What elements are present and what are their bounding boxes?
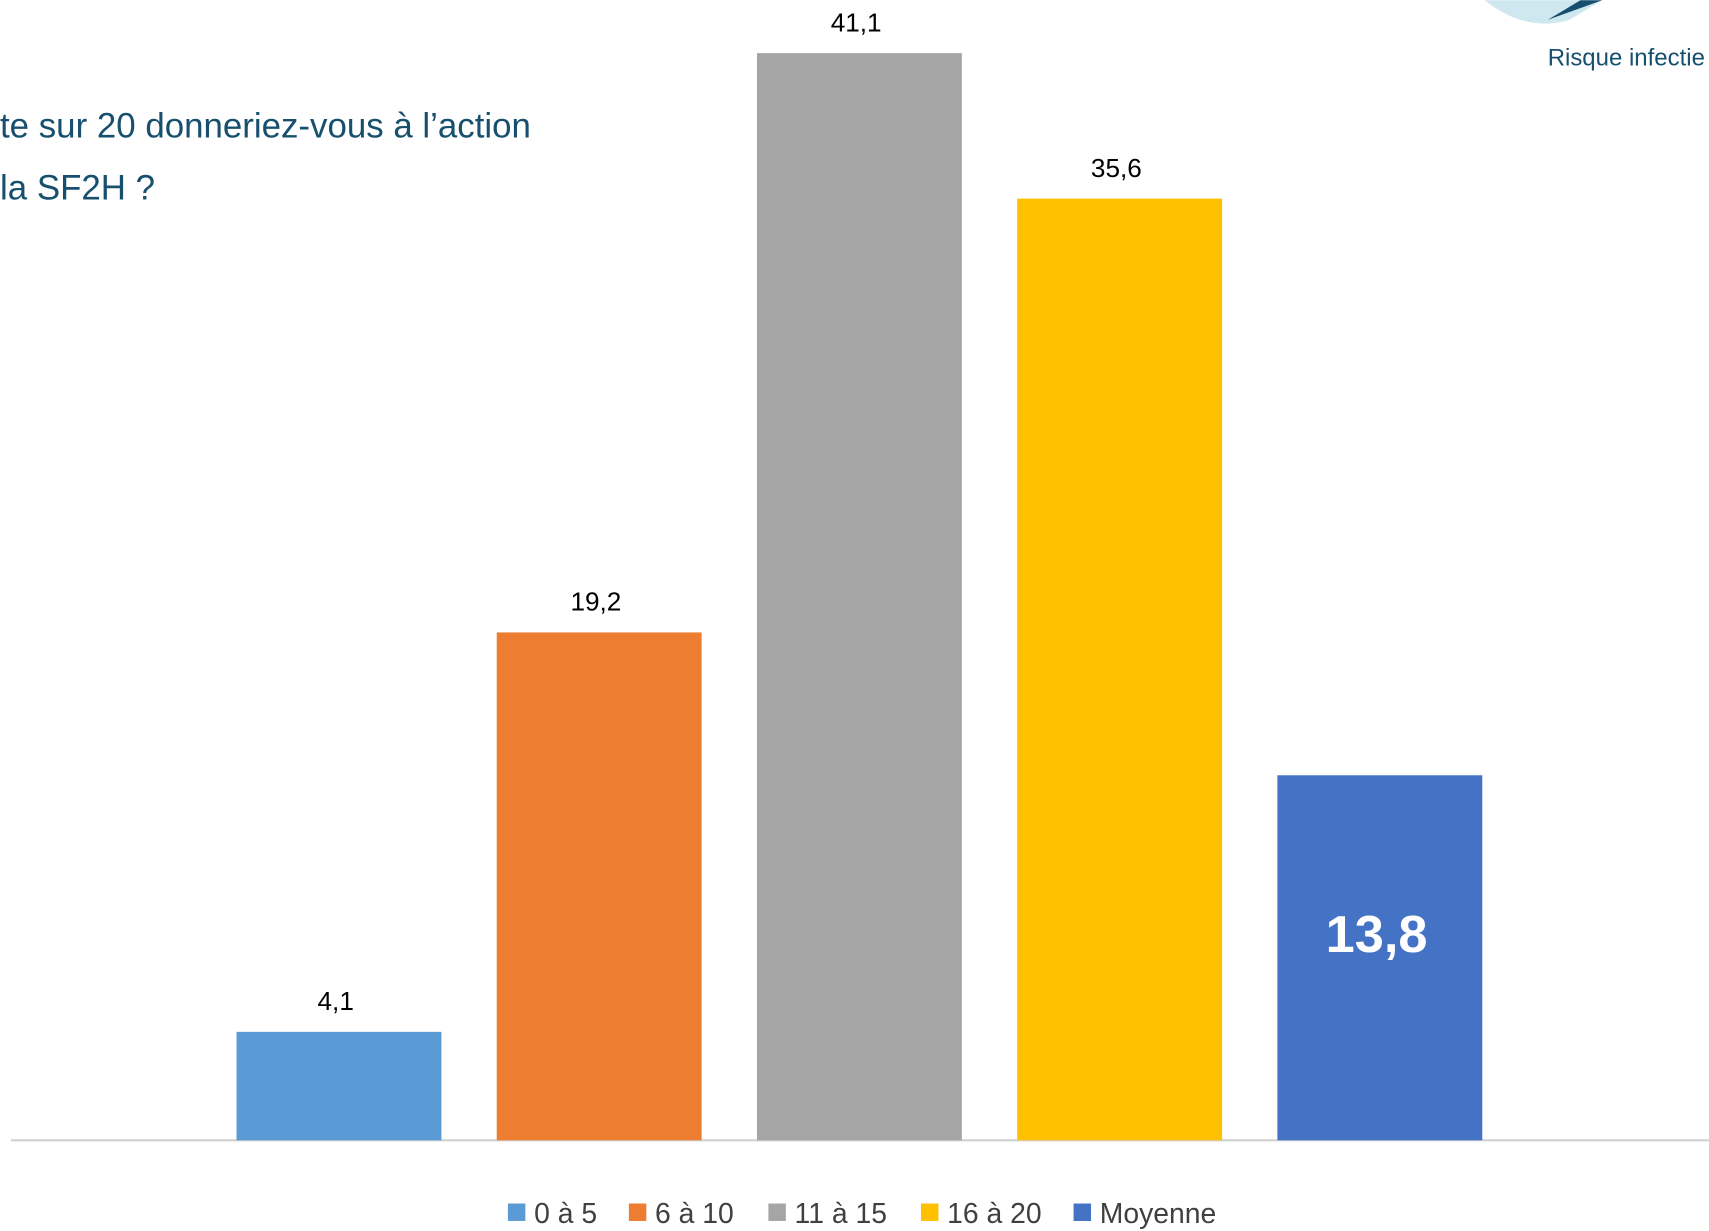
data-label: 35,6 bbox=[1091, 153, 1142, 183]
logo-shape bbox=[1547, 0, 1603, 20]
legend-label: Moyenne bbox=[1100, 1198, 1217, 1230]
logo-text: Risque infectie bbox=[1548, 45, 1705, 72]
legend-swatch bbox=[920, 1203, 939, 1221]
bar bbox=[1017, 198, 1223, 1141]
legend-label: 16 à 20 bbox=[947, 1198, 1042, 1230]
legend-swatch bbox=[768, 1203, 786, 1221]
chart-title: te sur 20 donneriez-vous à l’action bbox=[0, 107, 531, 146]
data-label: 4,1 bbox=[318, 986, 354, 1016]
bar bbox=[756, 53, 962, 1141]
legend-label: 0 à 5 bbox=[534, 1198, 597, 1230]
bar bbox=[496, 632, 702, 1141]
data-label: 13,8 bbox=[1326, 906, 1428, 964]
data-label: 19,2 bbox=[570, 587, 621, 617]
legend-swatch bbox=[628, 1203, 647, 1221]
legend-label: 11 à 15 bbox=[795, 1198, 887, 1230]
legend-swatch bbox=[507, 1203, 526, 1221]
legend-label: 6 à 10 bbox=[655, 1198, 734, 1230]
bar bbox=[1277, 775, 1483, 1141]
chart-title: la SF2H ? bbox=[0, 169, 155, 208]
bar bbox=[236, 1031, 442, 1141]
legend-swatch bbox=[1073, 1203, 1092, 1221]
data-label: 41,1 bbox=[831, 7, 882, 37]
